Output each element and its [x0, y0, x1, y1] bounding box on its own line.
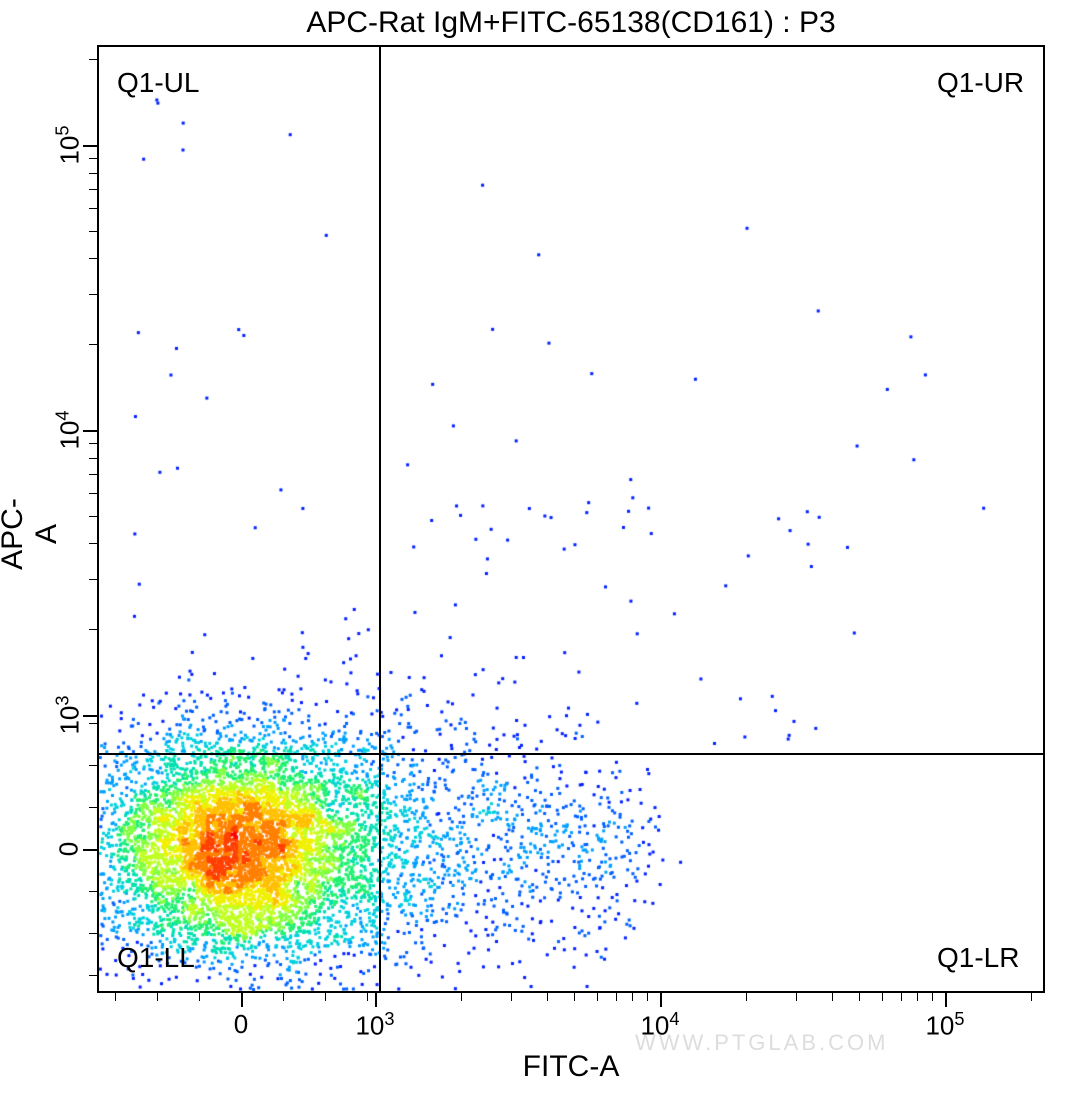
x-tick-label: 105 [925, 1009, 964, 1042]
y-tick-label: 105 [53, 125, 86, 165]
chart-container: APC-Rat IgM+FITC-65138(CD161) : P3 APC-A… [0, 0, 1075, 1096]
quadrant-label-ur: Q1-UR [937, 67, 1024, 99]
x-tick-label: 103 [355, 1009, 394, 1042]
y-tick-label: 0 [54, 829, 85, 869]
quadrant-label-lr: Q1-LR [937, 942, 1019, 974]
y-tick-label: 104 [53, 410, 86, 450]
quadrant-label-ul: Q1-UL [117, 67, 199, 99]
scatter-canvas [99, 47, 1043, 991]
quadrant-label-ll: Q1-LL [117, 942, 195, 974]
quadrant-horizontal-line [99, 753, 1043, 755]
plot-area: Q1-UL Q1-UR Q1-LL Q1-LR [97, 45, 1045, 993]
chart-title: APC-Rat IgM+FITC-65138(CD161) : P3 [97, 6, 1045, 40]
quadrant-vertical-line [379, 47, 381, 991]
y-tick-label: 103 [53, 695, 86, 735]
x-tick-label: 104 [640, 1009, 679, 1042]
y-axis-label: APC-A [0, 494, 64, 574]
x-tick-label: 0 [234, 1009, 248, 1040]
x-axis-label: FITC-A [97, 1050, 1045, 1084]
